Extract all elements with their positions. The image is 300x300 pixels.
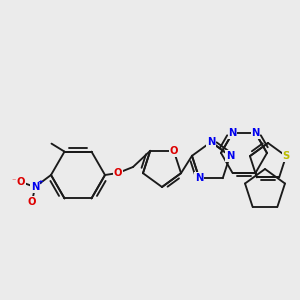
Text: O: O (169, 146, 178, 156)
Text: N: N (226, 151, 234, 161)
Text: ⁻: ⁻ (12, 176, 16, 185)
Text: N: N (195, 173, 203, 183)
Text: N: N (31, 182, 39, 192)
Text: O: O (28, 197, 36, 207)
Text: S: S (282, 151, 290, 161)
Text: N: N (251, 128, 260, 138)
Text: O: O (17, 177, 25, 187)
Text: O: O (114, 168, 122, 178)
Text: N: N (228, 128, 237, 138)
Text: N: N (207, 137, 215, 147)
Text: +: + (37, 179, 43, 185)
